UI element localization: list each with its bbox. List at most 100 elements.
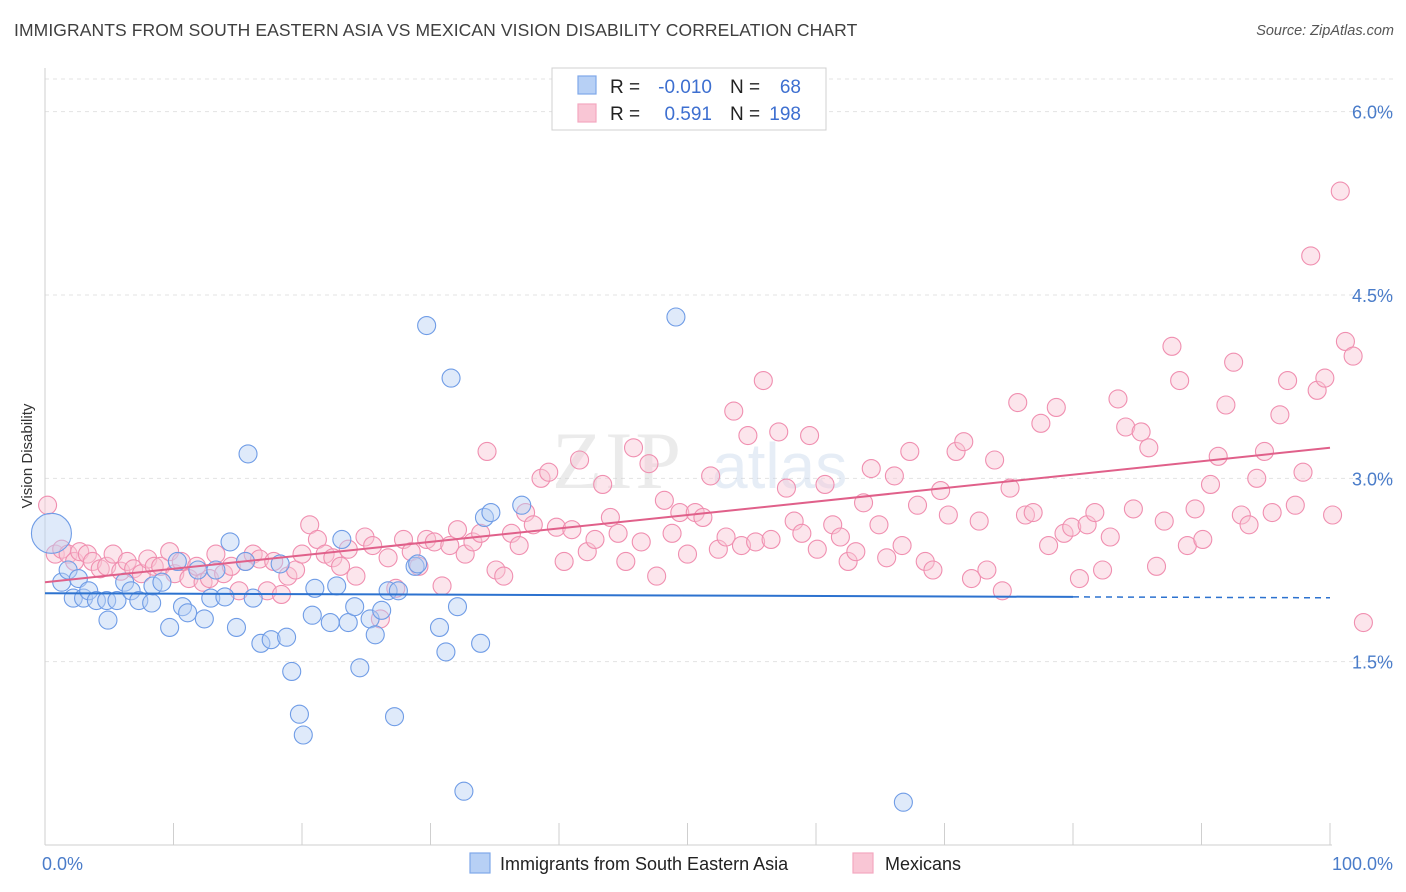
mex-point-30 [243,544,263,564]
mex-point-107 [830,527,850,547]
mex-point-141 [1093,560,1113,580]
mex-point-135 [1046,397,1066,417]
mex-point-38 [300,515,320,535]
sea-point-63 [512,495,532,515]
mex-point-126 [977,560,997,580]
legend-swatch-sea [577,75,597,95]
sea-point-8 [97,591,117,611]
sea-point-65 [893,792,913,812]
legend-n-label-mex: N = [730,104,760,125]
sea-point-22 [194,609,214,629]
sea-point-42 [332,529,352,549]
mex-point-116 [900,441,920,461]
mex-point-104 [807,539,827,559]
sea-point-14 [142,593,162,613]
sea-point-51 [388,581,408,601]
mex-point-122 [946,441,966,461]
mex-point-171 [1323,505,1343,525]
mex-point-174 [1343,346,1363,366]
mex-point-96 [746,532,766,552]
mex-point-102 [792,523,812,543]
mex-point-172 [1330,181,1350,201]
mex-point-82 [639,454,659,474]
sea-point-9 [98,610,118,630]
mex-point-78 [608,523,628,543]
mex-point-165 [1278,371,1298,391]
sea-point-30 [243,588,263,608]
mex-point-127 [985,450,1005,470]
mex-point-148 [1146,556,1167,576]
mex-point-144 [1116,417,1136,437]
mex-point-119 [923,560,943,580]
axes [44,68,1332,846]
sea-point-0 [30,512,72,554]
mex-point-44 [346,566,366,586]
mex-point-61 [477,441,497,461]
mex-point-58 [455,544,475,564]
mex-point-94 [731,536,752,556]
trend-line-mex [44,446,1331,584]
x-tick-label-100: 100.0% [1332,854,1393,874]
mex-point-80 [623,438,644,458]
chart-title: IMMIGRANTS FROM SOUTH EASTERN ASIA VS ME… [14,20,858,40]
mex-point-68 [531,468,551,488]
mex-point-35 [278,566,298,586]
mex-point-75 [585,529,605,549]
sea-point-58 [447,597,468,617]
mex-point-62 [486,560,506,580]
mex-point-55 [432,576,452,596]
sea-point-33 [270,554,290,574]
mex-point-81 [631,532,651,552]
mex-point-167 [1293,462,1313,482]
sea-point-36 [289,704,309,724]
mex-point-128 [992,581,1012,601]
sea-point-6 [79,581,99,601]
mex-point-95 [738,426,758,446]
sea-point-27 [226,617,247,637]
series-sea-points [30,307,913,812]
sea-point-60 [471,633,491,653]
mex-point-84 [654,490,674,510]
sea-point-16 [152,572,172,592]
mex-point-173 [1335,331,1355,351]
grid-lines [45,78,1395,663]
mex-point-92 [716,527,736,547]
mex-point-89 [693,507,713,527]
mex-point-48 [378,548,398,568]
legend-frame [551,67,827,131]
mex-point-121 [938,505,958,525]
mex-point-131 [1015,505,1036,525]
legend-n-value-sea: 68 [780,77,801,98]
mex-point-91 [708,539,728,559]
trend-line-sea-extension [1072,596,1331,599]
mex-point-124 [961,569,982,589]
sea-point-53 [408,554,428,574]
mex-point-142 [1100,527,1120,547]
mex-point-98 [761,529,781,549]
sea-point-56 [436,642,456,662]
mex-point-132 [1023,503,1043,523]
mex-point-103 [800,426,820,446]
sea-point-35 [282,661,302,681]
mex-point-140 [1085,503,1105,523]
mex-point-49 [386,578,406,598]
mex-point-72 [562,520,582,540]
mex-point-139 [1077,515,1097,535]
legend-n-value-mex: 198 [769,104,801,125]
sea-point-62 [481,503,501,523]
sea-point-43 [338,613,358,633]
mex-point-115 [892,536,912,556]
mex-point-136 [1054,523,1074,543]
sea-point-55 [429,617,450,637]
y-axis-label: Vision Disability [19,403,36,508]
mex-point-159 [1231,505,1251,525]
mex-point-71 [554,551,574,571]
trend-lines [44,446,1331,599]
mex-point-157 [1216,395,1236,415]
mex-point-99 [769,422,789,442]
y-tick-label-0: 1.5% [1352,653,1393,673]
mex-point-162 [1254,441,1275,461]
sea-point-26 [220,532,240,552]
legend-r-value-mex: 0.591 [664,104,712,125]
mex-point-74 [577,542,597,562]
